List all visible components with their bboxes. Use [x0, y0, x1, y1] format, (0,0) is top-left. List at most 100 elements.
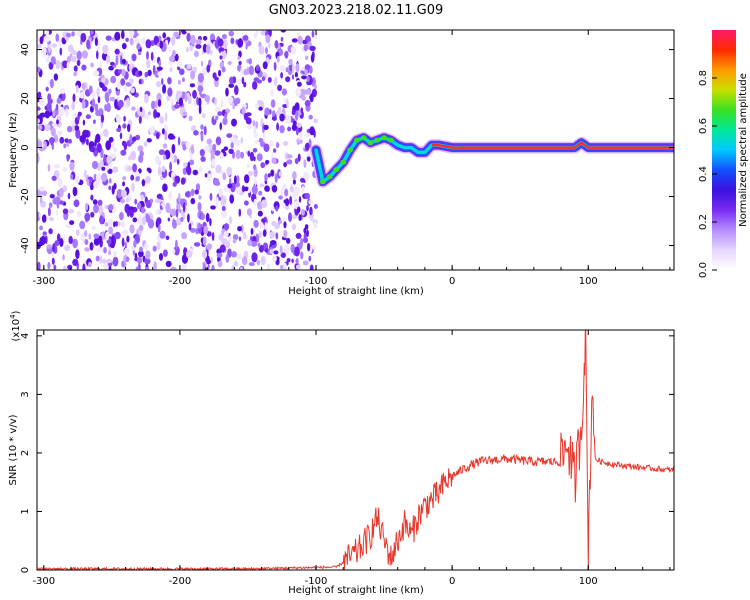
noise-dot: [99, 159, 104, 167]
noise-dot: [108, 65, 114, 71]
noise-dot: [165, 202, 171, 213]
noise-dot: [197, 202, 202, 212]
noise-dot: [303, 159, 307, 169]
noise-dot: [271, 185, 278, 193]
noise-dot: [241, 106, 246, 116]
noise-dot: [171, 36, 176, 46]
noise-dot: [60, 88, 66, 94]
colorbar-tick-label: 0.8: [698, 70, 709, 86]
noise-dot: [153, 109, 158, 119]
noise-dot: [111, 141, 115, 149]
noise-dot: [58, 187, 64, 198]
noise-dot: [153, 261, 157, 270]
noise-dot: [279, 125, 285, 134]
noise-dot: [129, 37, 134, 46]
noise-dot: [116, 128, 122, 132]
noise-dot: [105, 140, 112, 151]
noise-dot: [226, 166, 233, 176]
noise-dot: [176, 158, 180, 165]
snr-ytick-label: 1: [20, 508, 31, 514]
noise-dot: [210, 205, 216, 210]
noise-dot: [215, 164, 222, 174]
noise-dot: [43, 35, 50, 43]
noise-dot: [155, 198, 161, 204]
noise-dot: [47, 164, 51, 172]
noise-dot: [104, 92, 110, 102]
noise-dot: [226, 133, 233, 139]
noise-dot: [139, 246, 143, 253]
noise-dot: [172, 181, 177, 187]
noise-dot: [37, 140, 43, 149]
noise-dot: [113, 182, 117, 190]
noise-dot: [304, 99, 311, 107]
noise-dot: [162, 249, 168, 257]
noise-dot: [106, 165, 109, 171]
noise-dot: [55, 33, 60, 42]
noise-dot: [136, 202, 142, 210]
noise-dot: [306, 205, 309, 212]
noise-dot: [289, 185, 295, 193]
noise-dot: [189, 83, 196, 88]
noise-dot: [95, 133, 101, 143]
noise-dot: [155, 132, 160, 140]
noise-dot: [161, 128, 165, 135]
noise-dot: [161, 165, 166, 173]
noise-dot: [95, 172, 102, 183]
noise-dot: [308, 199, 314, 205]
noise-dot: [64, 244, 70, 252]
noise-dot: [145, 59, 151, 69]
noise-dot: [127, 123, 131, 133]
noise-dot: [275, 142, 280, 149]
noise-dot: [48, 228, 53, 235]
colorbar-gradient: [712, 30, 736, 270]
noise-dot: [97, 40, 101, 51]
signal-trace: [310, 131, 674, 188]
noise-dot: [284, 50, 289, 59]
noise-dot: [204, 173, 208, 178]
noise-dot: [185, 166, 189, 173]
noise-dot: [264, 173, 268, 182]
spectrogram-x-label: Height of straight line (km): [288, 286, 424, 297]
noise-dot: [271, 157, 277, 164]
noise-dot: [264, 107, 270, 116]
noise-dot: [240, 151, 244, 159]
noise-dot: [49, 194, 55, 199]
noise-dot: [244, 200, 249, 206]
noise-dot: [283, 262, 287, 270]
noise-dot: [261, 199, 268, 208]
noise-dot: [280, 30, 287, 33]
noise-dot: [284, 204, 290, 210]
noise-dot: [101, 258, 107, 264]
noise-dot: [308, 255, 312, 262]
noise-dot: [285, 67, 289, 73]
noise-dot: [108, 88, 112, 95]
noise-dot: [42, 231, 47, 236]
noise-dot: [219, 244, 226, 253]
noise-dot: [214, 181, 221, 186]
noise-dot: [101, 172, 108, 182]
noise-dot: [177, 61, 183, 68]
noise-dot: [244, 174, 250, 184]
trace-spot: [387, 137, 394, 143]
noise-dot: [100, 114, 105, 123]
noise-dot: [171, 171, 176, 178]
noise-dot: [185, 30, 192, 33]
noise-dot: [102, 128, 109, 137]
noise-dot: [211, 158, 216, 167]
noise-dot: [172, 218, 176, 226]
noise-dot: [72, 93, 76, 103]
noise-dot: [229, 76, 234, 85]
noise-dot: [166, 95, 170, 101]
noise-dot: [59, 238, 64, 247]
noise-dot: [256, 260, 261, 266]
noise-dot: [57, 177, 63, 188]
noise-dot: [269, 109, 272, 115]
noise-dot: [159, 205, 163, 210]
noise-dot: [231, 251, 237, 258]
noise-dot: [47, 93, 52, 102]
noise-dot: [304, 192, 311, 200]
noise-dot: [175, 239, 178, 250]
noise-dot: [283, 244, 290, 255]
noise-dot: [138, 70, 143, 77]
noise-dot: [221, 66, 226, 73]
